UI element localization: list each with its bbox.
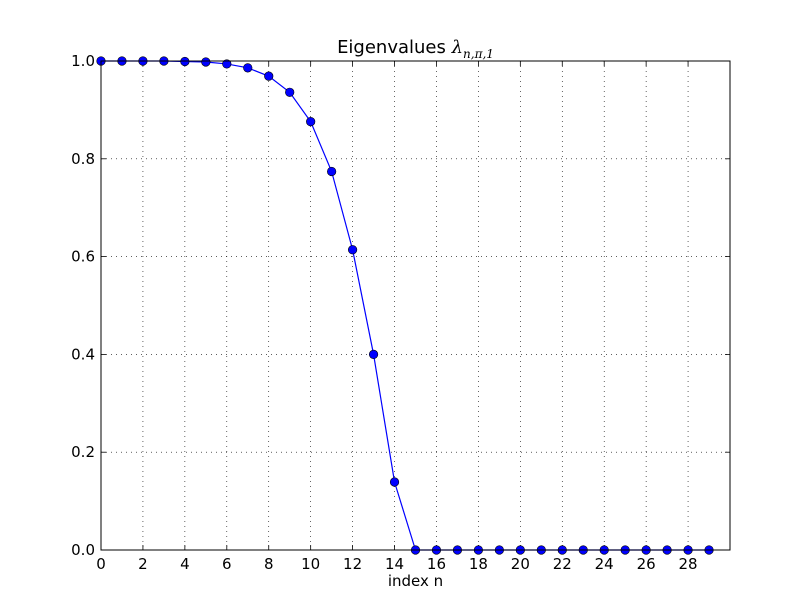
x-tick-label: 16 [427, 555, 446, 573]
chart-title: Eigenvalues λn,π,1 [337, 37, 494, 61]
y-tick-label: 0.0 [71, 541, 95, 559]
x-tick-label: 12 [343, 555, 362, 573]
x-tick-label: 28 [679, 555, 698, 573]
data-point [368, 349, 379, 360]
x-tick-label: 0 [96, 555, 106, 573]
x-tick-label: 26 [637, 555, 656, 573]
data-point [201, 57, 211, 67]
data-point [389, 477, 400, 487]
plot-frame [100, 60, 731, 551]
x-tick-label: 4 [180, 555, 190, 573]
chart-title-symbol: λ [451, 37, 463, 58]
x-axis-label: index n [388, 572, 443, 590]
data-point [327, 166, 337, 177]
chart-title-subscript: n,π,1 [463, 47, 494, 61]
y-tick-label: 1.0 [71, 52, 95, 70]
axis-ticks [100, 60, 730, 551]
data-point [285, 87, 295, 97]
x-tick-label: 14 [385, 555, 404, 573]
x-tick-label: 18 [469, 555, 488, 573]
y-tick-label: 0.6 [71, 248, 95, 266]
y-tick-label: 0.4 [71, 345, 95, 363]
data-point [222, 59, 232, 69]
x-tick-label: 2 [138, 555, 148, 573]
chart-title-text: Eigenvalues [337, 37, 452, 58]
data-point [243, 63, 253, 73]
tick-labels: 0 2 4 6 8 10 12 14 16 18 20 22 24 26 280.00.20.40.60.8… [71, 52, 697, 573]
y-tick-label: 0.8 [71, 150, 95, 168]
x-tick-label: 20 [511, 555, 530, 573]
x-tick-label: 22 [553, 555, 572, 573]
x-tick-label: 10 [301, 555, 320, 573]
x-tick-label: 24 [595, 555, 614, 573]
data-point [306, 117, 316, 127]
data-point [348, 245, 358, 255]
y-tick-label: 0.2 [71, 443, 95, 461]
x-tick-label: 8 [264, 555, 274, 573]
data-point [264, 71, 274, 81]
x-tick-label: 6 [222, 555, 232, 573]
